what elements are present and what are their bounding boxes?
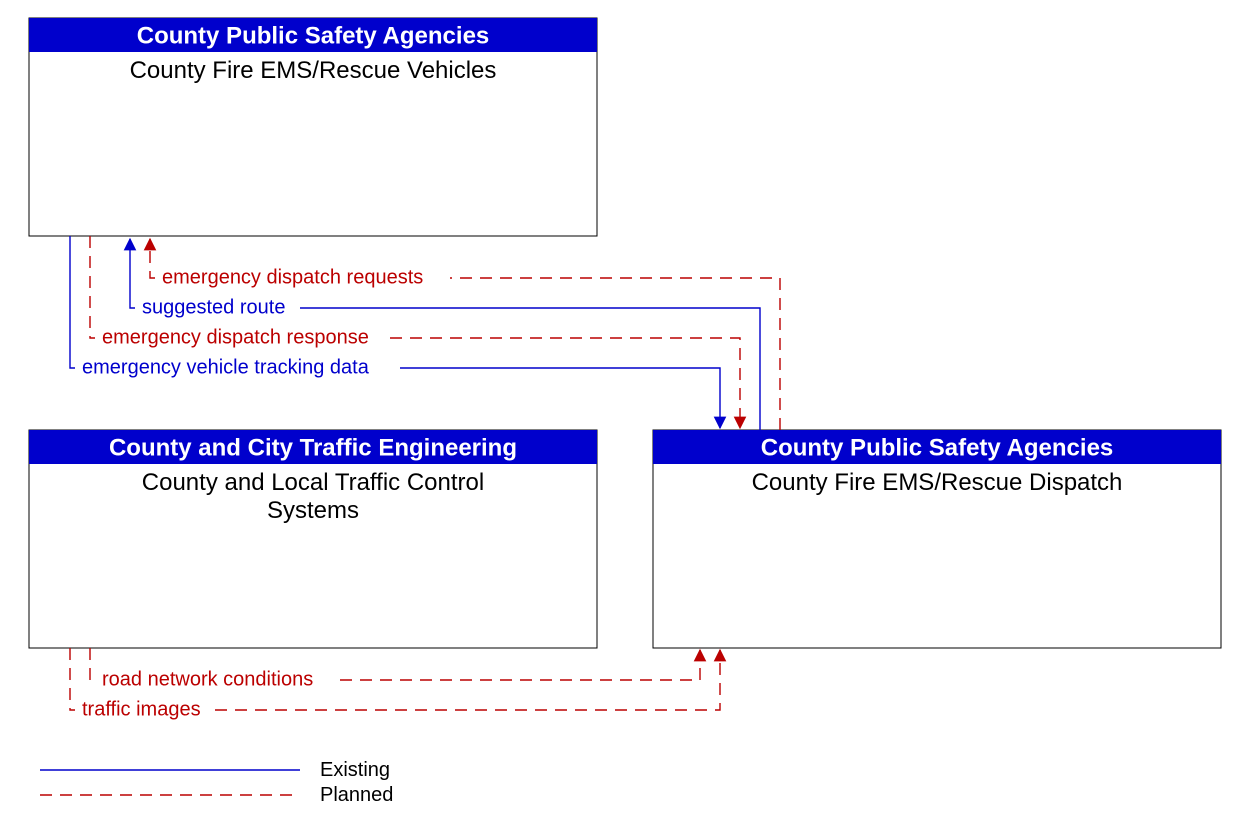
- flow-emergency-dispatch-response: emergency dispatch response: [90, 236, 740, 428]
- node-dispatch: County Public Safety Agencies County Fir…: [653, 430, 1221, 648]
- flow-label-edr: emergency dispatch requests: [162, 266, 423, 288]
- diagram-canvas: County Public Safety Agencies County Fir…: [0, 0, 1252, 836]
- flow-label-rnc: road network conditions: [102, 668, 313, 690]
- node-traffic-body-2: Systems: [267, 497, 359, 524]
- legend-existing-label: Existing: [320, 759, 390, 781]
- node-dispatch-header: County Public Safety Agencies: [761, 434, 1114, 461]
- node-traffic: County and City Traffic Engineering Coun…: [29, 430, 597, 648]
- node-traffic-body-1: County and Local Traffic Control: [142, 469, 484, 496]
- node-vehicles-header: County Public Safety Agencies: [137, 22, 490, 49]
- node-vehicles: County Public Safety Agencies County Fir…: [29, 18, 597, 236]
- flow-label-edresp: emergency dispatch response: [102, 326, 369, 348]
- node-traffic-header: County and City Traffic Engineering: [109, 434, 517, 461]
- flow-label-ti: traffic images: [82, 698, 201, 720]
- flow-label-sr: suggested route: [142, 296, 285, 318]
- flow-label-evt: emergency vehicle tracking data: [82, 356, 370, 378]
- node-dispatch-body: County Fire EMS/Rescue Dispatch: [752, 469, 1123, 496]
- flow-road-network-conditions: road network conditions: [90, 648, 700, 690]
- node-vehicles-body: County Fire EMS/Rescue Vehicles: [130, 57, 497, 84]
- legend: Existing Planned: [40, 759, 393, 806]
- legend-planned-label: Planned: [320, 784, 393, 806]
